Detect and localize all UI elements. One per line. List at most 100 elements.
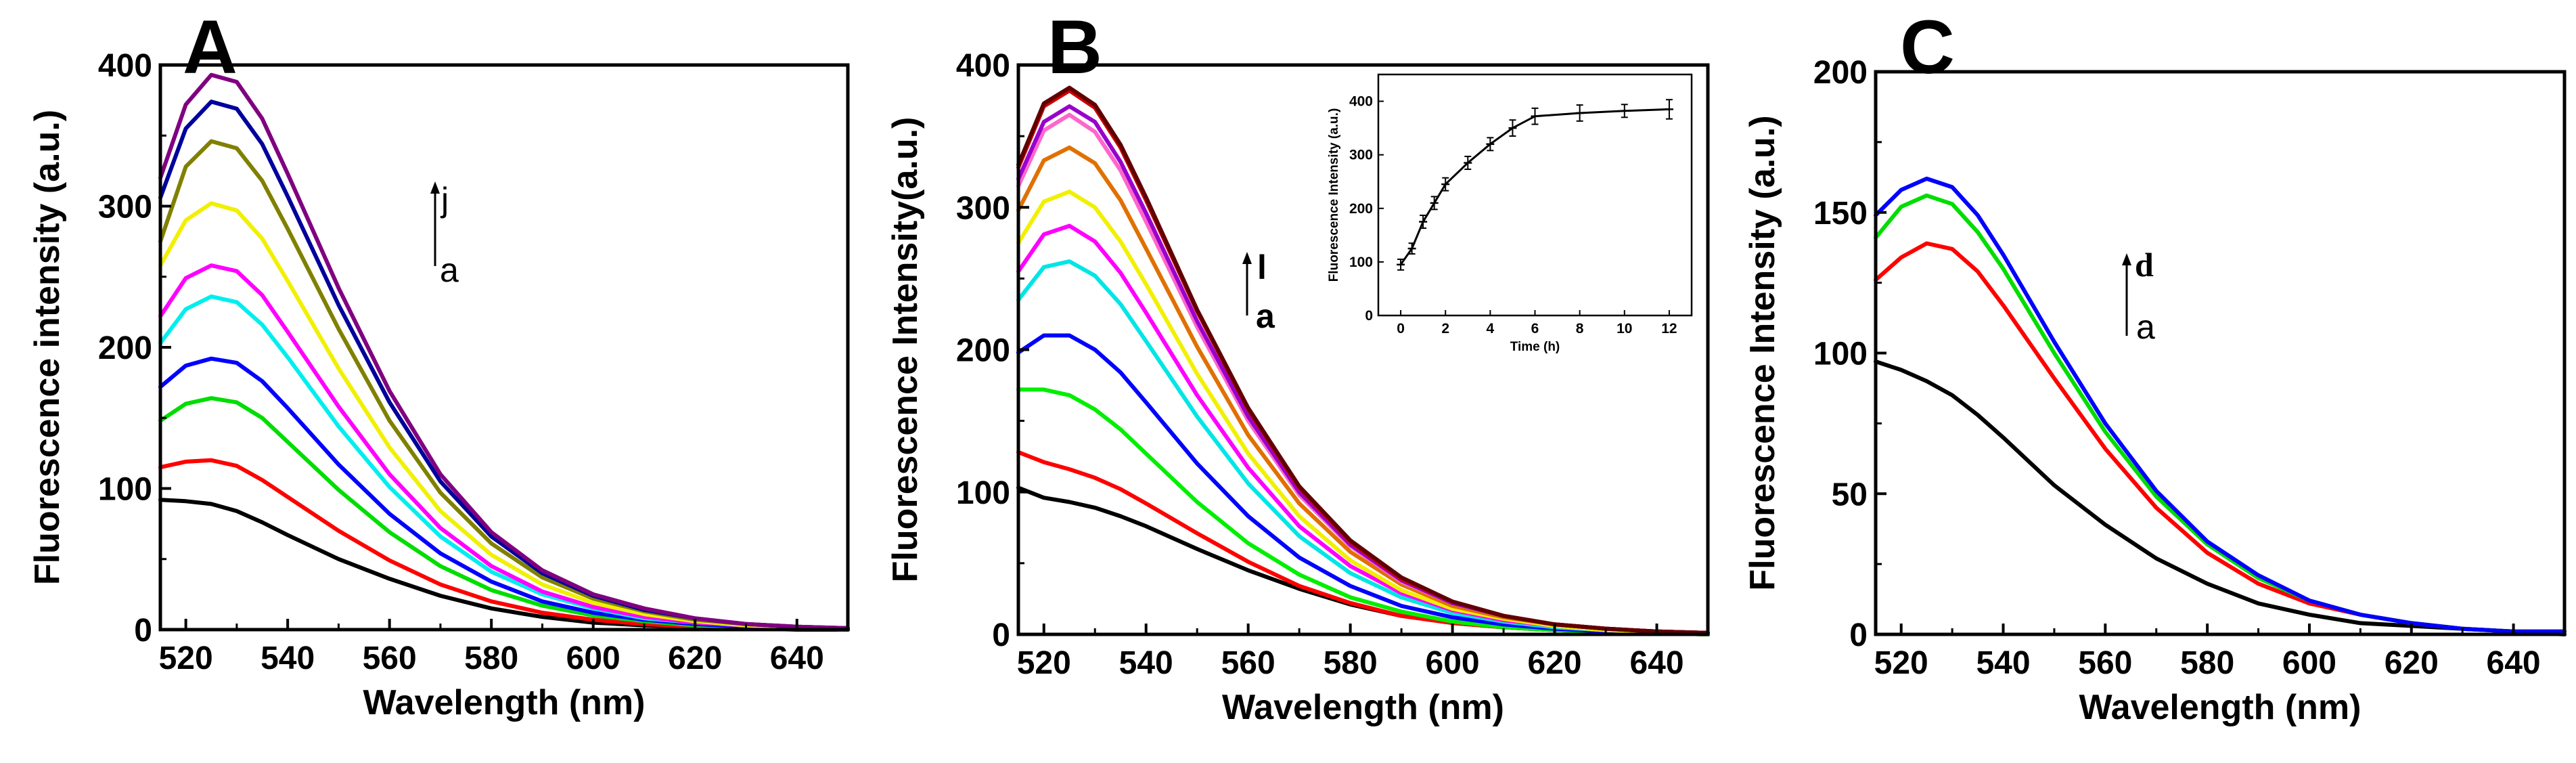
panel-c-y-tick-label: 0: [1849, 617, 1868, 653]
panel-b-inset-x-tick-label: 0: [1397, 321, 1405, 336]
panel-a-x-tick-label: 540: [261, 640, 315, 676]
panel-b-series-h: [1016, 145, 1710, 635]
panel-b-inset-line: [1399, 108, 1669, 265]
panel-b-y-tick-label: 300: [956, 190, 1010, 226]
panel-c-order-arrow: d a: [2122, 246, 2155, 346]
panel-b-x-tick-label: 580: [1324, 645, 1378, 681]
panel-b-inset-chart: 0 2 4 6 8 10 12 0 100 200 300 400 Time (h) Fluoresc…: [1327, 73, 1693, 354]
panel-b-x-tick-label: 520: [1017, 645, 1071, 681]
panel-a-y-tick-label: 300: [98, 190, 152, 225]
panel-b-arrowhead-icon: [1242, 252, 1252, 264]
panel-b-inset-y-tick-label: 300: [1349, 148, 1373, 163]
panel-a-arrowhead-icon: [430, 181, 440, 194]
panel-c-series-a: [1874, 359, 2567, 636]
panel-c-x-axis-title: Wavelength (nm): [2079, 688, 2362, 727]
panel-b-arrow-label-bottom: a: [1256, 297, 1275, 335]
panel-b-inset-x-tick-label: 4: [1487, 321, 1495, 336]
panel-b-y-tick-label: 400: [956, 48, 1010, 84]
panel-c-letter: C: [1900, 5, 1955, 89]
panel-c-y-tick-label: 150: [1813, 196, 1868, 232]
panel-b-inset-y-tick-label: 0: [1365, 308, 1373, 324]
panel-b-x-axis-title: Wavelength (nm): [1222, 688, 1504, 727]
panel-a-x-tick-label: 560: [363, 640, 417, 676]
panel-a-x-tick-label: 640: [770, 640, 824, 676]
panel-b-inset-y-axis-title: Fluorescence Intensity (a.u.): [1327, 108, 1341, 282]
panel-a-y-axis-title: Fluorescence intensity (a.u.): [28, 110, 67, 585]
panel-a-y-tick-label: 0: [134, 613, 152, 649]
panel-c-series-b: [1874, 241, 2567, 634]
panel-c-y-axis-title: Fluorescence Intensity (a.u.): [1743, 115, 1782, 590]
panel-a-y-tick-label: 100: [98, 472, 152, 508]
panel-b-series-d: [1016, 333, 1710, 635]
panel-b-inset-ticks: 0 2 4 6 8 10 12 0 100 200 300 400: [1349, 94, 1677, 336]
panel-c-y-tick-label: 200: [1813, 55, 1868, 91]
panel-b-series-l: [1016, 85, 1710, 635]
panel-b-x-tick-label: 560: [1221, 645, 1275, 681]
panel-a-series-g: [158, 201, 850, 630]
panel-b-order-arrow: l a: [1242, 248, 1275, 335]
panel-b-inset-x-axis-title: Time (h): [1510, 340, 1560, 354]
panel-b-inset-y-tick-label: 200: [1349, 201, 1373, 217]
panel-b-inset-x-tick-label: 10: [1617, 321, 1632, 336]
panel-a: 520 540 560 580 600 620 640 0 100 200 300 400 A Wav…: [28, 5, 850, 722]
panel-a-x-tick-label: 520: [159, 640, 213, 676]
panel-c: 520 540 560 580 600 620 640 0 50 100 150 200 C Wave…: [1743, 5, 2567, 727]
panel-c-x-tick-label: 620: [2385, 645, 2439, 681]
panel-c-x-tick-label: 580: [2180, 645, 2234, 681]
panel-b-x-tick-label: 620: [1528, 645, 1582, 681]
panel-a-series: [158, 72, 850, 632]
panel-a-series-e: [158, 294, 850, 630]
panel-c-x-tick-label: 560: [2078, 645, 2132, 681]
panel-b-inset-y-tick-label: 100: [1349, 255, 1373, 270]
panel-b-inset-x-tick-label: 2: [1441, 321, 1449, 336]
panel-b-series: [1016, 85, 1710, 636]
panel-c-x-tick-label: 640: [2487, 645, 2541, 681]
panel-b-inset-series: [1397, 99, 1673, 271]
panel-b-y-tick-label: 0: [992, 617, 1010, 653]
panel-a-series-j: [158, 72, 850, 630]
panel-a-series-c: [158, 396, 850, 632]
panel-c-arrow-label-top: d: [2135, 246, 2154, 284]
panel-b-inset-x-tick-label: 12: [1661, 321, 1677, 336]
panel-b-series-c: [1016, 387, 1710, 636]
panel-b-y-tick-label: 100: [956, 475, 1010, 511]
panel-b-letter: B: [1047, 5, 1102, 89]
panel-c-arrowhead-icon: [2122, 253, 2131, 265]
panel-a-order-arrow: j a: [430, 181, 459, 289]
panel-a-series-f: [158, 263, 850, 630]
panel-a-x-tick-label: 620: [668, 640, 722, 676]
panel-a-arrow-label-top: j: [440, 181, 449, 219]
panel-b-y-axis-title: Fluorescence Intensity(a.u.): [886, 117, 925, 583]
panel-b-arrow-label-top: l: [1257, 248, 1267, 286]
panel-b-series-b: [1016, 450, 1710, 636]
panel-b-x-tick-label: 640: [1629, 645, 1684, 681]
panel-a-ticks: 520 540 560 580 600 620 640 0 100 200 300 400: [98, 48, 824, 676]
panel-c-arrow-label-bottom: a: [2136, 308, 2155, 346]
panel-a-letter: A: [183, 5, 238, 89]
panel-b-x-tick-label: 540: [1119, 645, 1173, 681]
panel-b-series-e: [1016, 259, 1710, 635]
panel-b-inset-y-tick-label: 400: [1349, 94, 1373, 110]
panel-b-inset-x-tick-label: 6: [1531, 321, 1539, 336]
panel-b-y-tick-label: 200: [956, 333, 1010, 369]
panel-a-y-tick-label: 200: [98, 330, 152, 366]
panel-a-y-tick-label: 400: [98, 48, 152, 84]
panel-a-x-axis-title: Wavelength (nm): [363, 683, 646, 722]
panel-c-x-tick-label: 520: [1874, 645, 1928, 681]
panel-b-x-tick-label: 600: [1426, 645, 1480, 681]
panel-c-x-tick-label: 600: [2282, 645, 2336, 681]
panel-a-arrow-label-bottom: a: [440, 251, 459, 289]
panel-c-ticks: 520 540 560 580 600 620 640 0 50 100 150 200: [1813, 55, 2541, 681]
panel-a-x-tick-label: 600: [566, 640, 620, 676]
panel-c-y-tick-label: 50: [1832, 477, 1868, 513]
panel-c-y-tick-label: 100: [1813, 336, 1868, 372]
panel-b-series-j: [1016, 104, 1710, 635]
panel-c-series-d: [1874, 176, 2567, 634]
panel-a-x-tick-label: 580: [464, 640, 518, 676]
panel-a-series-d: [158, 356, 850, 632]
panel-c-x-tick-label: 540: [1976, 645, 2030, 681]
panel-c-series: [1874, 176, 2567, 636]
